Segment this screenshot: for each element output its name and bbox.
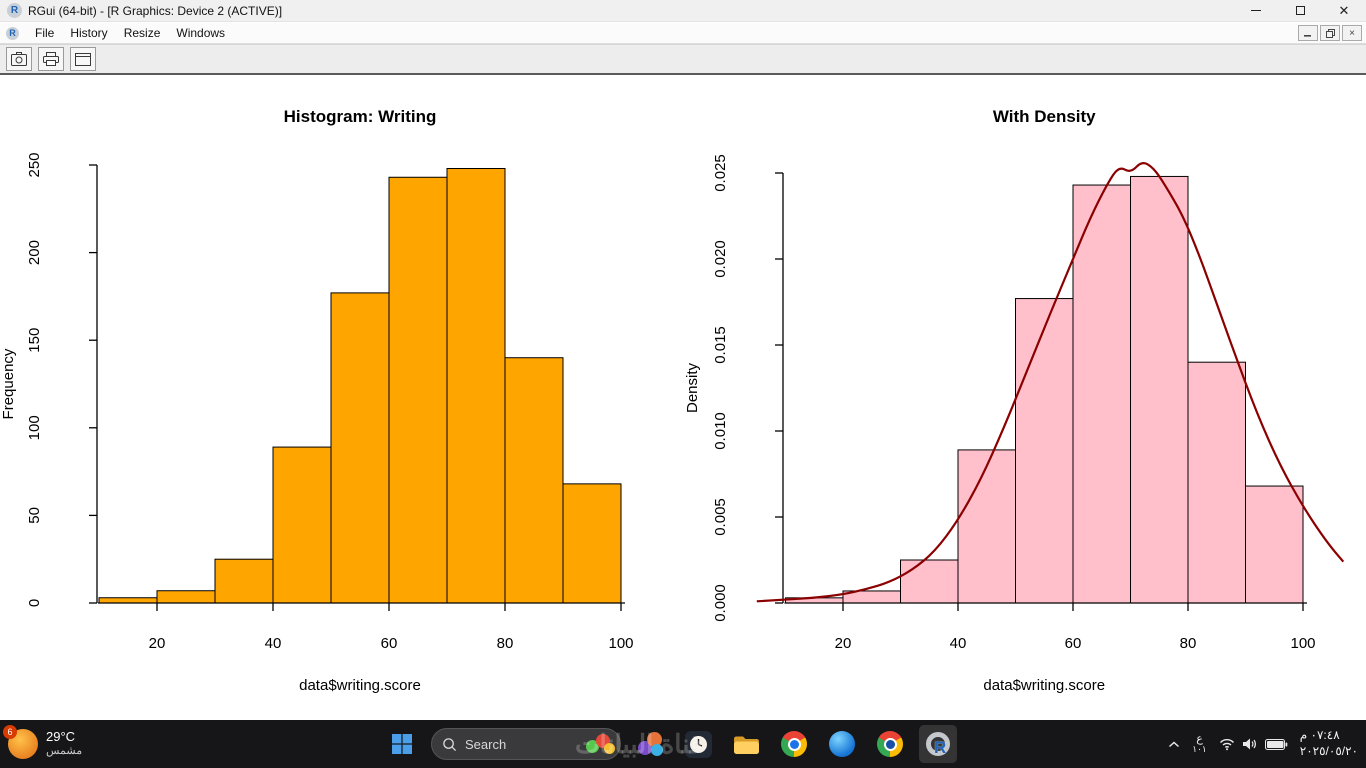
svg-text:Density: Density <box>684 362 701 413</box>
window-title: RGui (64-bit) - [R Graphics: Device 2 (A… <box>28 3 283 18</box>
svg-text:0.015: 0.015 <box>712 326 729 364</box>
histogram-density-plot: 20 40 60 80 100 0.000 0.005 0.010 0.015 0.020 0.02… <box>684 107 1345 694</box>
notification-badge: 6 <box>3 725 17 739</box>
menu-bar: R File History Resize Windows × <box>0 23 1366 44</box>
histogram-writing-plot: 20 40 60 80 100 0 50 100 150 200 250 Histogram: Wri… <box>0 107 634 694</box>
search-input[interactable]: Search <box>431 728 621 760</box>
svg-text:0.010: 0.010 <box>712 412 729 450</box>
svg-text:60: 60 <box>1065 635 1082 652</box>
svg-text:200: 200 <box>26 240 43 265</box>
svg-text:0.020: 0.020 <box>712 240 729 278</box>
hidden-icons-button[interactable] <box>1168 735 1180 753</box>
search-highlight-icon[interactable] <box>584 731 618 759</box>
svg-text:50: 50 <box>26 507 43 524</box>
taskbar-app-rgui[interactable]: R <box>919 725 957 763</box>
weather-condition: مشمس <box>46 745 83 758</box>
system-tray[interactable] <box>1219 737 1288 751</box>
tray-date: ٢٠٢٥/٠٥/٢٠ <box>1299 744 1358 758</box>
svg-text:20: 20 <box>149 635 166 652</box>
search-icon <box>443 737 457 751</box>
taskbar-app-clock[interactable] <box>679 725 717 763</box>
search-placeholder: Search <box>465 736 507 752</box>
close-button[interactable]: ✕ <box>1322 0 1366 22</box>
svg-text:40: 40 <box>265 635 282 652</box>
svg-text:With Density: With Density <box>993 107 1096 126</box>
svg-text:data$writing.score: data$writing.score <box>983 677 1105 694</box>
svg-text:data$writing.score: data$writing.score <box>299 677 421 694</box>
svg-text:0.025: 0.025 <box>712 154 729 192</box>
windows-start-icon <box>392 734 412 754</box>
minimize-button[interactable] <box>1234 0 1278 22</box>
taskbar-app-chrome-profile[interactable] <box>871 725 909 763</box>
graphics-window-icon: R <box>6 26 19 40</box>
mdi-minimize-button[interactable] <box>1298 25 1318 41</box>
taskbar-app-chrome[interactable] <box>775 725 813 763</box>
mdi-close-button[interactable]: × <box>1342 25 1362 41</box>
minimize-icon <box>1251 10 1261 11</box>
rgui-app-icon: R <box>7 3 22 18</box>
svg-text:250: 250 <box>26 152 43 177</box>
printer-icon <box>43 52 59 66</box>
taskbar: 6 29°C مشمس Search <box>0 720 1366 768</box>
mdi-restore-icon <box>1325 28 1335 38</box>
svg-text:Histogram: Writing: Histogram: Writing <box>284 107 437 126</box>
menu-windows[interactable]: Windows <box>176 26 226 40</box>
svg-text:100: 100 <box>608 635 633 652</box>
taskbar-app-file-explorer[interactable] <box>727 725 765 763</box>
window-icon <box>75 52 91 66</box>
copy-plot-icon <box>11 52 27 66</box>
mdi-close-icon: × <box>1349 27 1355 39</box>
chrome-profile-icon <box>877 731 903 757</box>
weather-temperature: 29°C <box>46 729 76 744</box>
blue-app-icon <box>829 731 855 757</box>
window-tool-button[interactable] <box>70 47 96 71</box>
svg-text:0.005: 0.005 <box>712 498 729 536</box>
graphics-device-canvas: 20 40 60 80 100 0 50 100 150 200 250 Histogram: Wri… <box>0 76 1366 720</box>
taskbar-app-blue[interactable] <box>823 725 861 763</box>
svg-text:0.000: 0.000 <box>712 584 729 622</box>
battery-icon <box>1264 738 1288 750</box>
volume-icon <box>1242 738 1256 750</box>
taskbar-app-sticker[interactable] <box>631 725 669 763</box>
svg-text:40: 40 <box>950 635 967 652</box>
svg-text:20: 20 <box>835 635 852 652</box>
maximize-button[interactable] <box>1278 0 1322 22</box>
graphics-toolbar <box>0 44 1366 75</box>
menu-history[interactable]: History <box>70 26 108 40</box>
weather-sun-icon: 6 <box>3 725 38 759</box>
game-app-icon <box>637 731 664 758</box>
svg-text:100: 100 <box>26 415 43 440</box>
rgui-taskbar-icon: R <box>926 732 950 756</box>
file-explorer-icon <box>733 736 759 754</box>
wifi-icon <box>1219 738 1234 750</box>
close-icon: ✕ <box>1338 2 1350 18</box>
start-button[interactable] <box>383 725 421 763</box>
svg-text:0: 0 <box>26 599 43 607</box>
svg-text:80: 80 <box>497 635 514 652</box>
menu-resize[interactable]: Resize <box>123 26 161 40</box>
title-bar: R RGui (64-bit) - [R Graphics: Device 2 … <box>0 0 1366 22</box>
copy-plot-button[interactable] <box>6 47 32 71</box>
tray-time: ٠٧:٤٨ م <box>1299 728 1340 743</box>
mdi-minimize-icon <box>1304 35 1311 37</box>
chevron-up-icon <box>1169 741 1180 748</box>
weather-widget[interactable]: 6 29°C مشمس <box>3 724 83 764</box>
clock-widget[interactable]: ٠٧:٤٨ م ٢٠٢٥/٠٥/٢٠ <box>1300 728 1358 759</box>
svg-text:100: 100 <box>1290 635 1315 652</box>
print-plot-button[interactable] <box>38 47 64 71</box>
svg-text:150: 150 <box>26 328 43 353</box>
language-indicator[interactable]: ع ١٠١ <box>1192 732 1207 755</box>
maximize-icon <box>1295 6 1305 15</box>
svg-text:60: 60 <box>381 635 398 652</box>
menu-file[interactable]: File <box>35 26 55 40</box>
svg-text:80: 80 <box>1180 635 1197 652</box>
svg-text:Frequency: Frequency <box>0 348 17 419</box>
clock-app-icon <box>684 730 712 758</box>
chrome-icon <box>781 731 807 757</box>
mdi-restore-button[interactable] <box>1320 25 1340 41</box>
